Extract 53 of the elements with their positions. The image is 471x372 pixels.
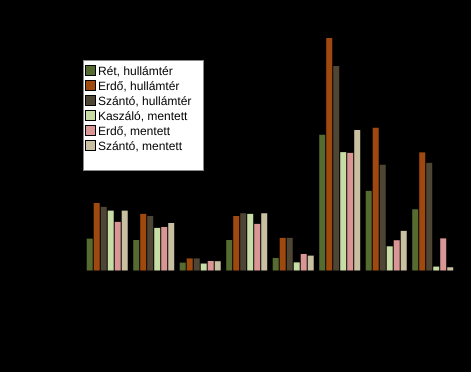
bar [319,134,326,271]
bar [208,260,214,271]
bar [340,152,346,271]
bar [280,238,286,271]
bar [108,210,114,271]
bar [440,238,446,271]
bar [294,262,300,271]
bar [400,230,407,271]
bar [261,213,268,271]
bar [254,224,260,271]
bar [412,209,418,271]
bar [186,258,193,271]
bar [286,238,293,271]
bar [394,240,400,271]
bar [180,262,186,271]
bar [114,222,121,271]
bar [200,264,207,271]
bar [133,240,140,271]
bar [154,228,160,271]
bar [194,258,200,271]
legend-label: Erdő, mentett [98,124,170,138]
legend-label: Rét, hullámtér [98,64,173,78]
bar [386,246,393,271]
bar [380,164,386,271]
bar [94,202,100,271]
bar [308,256,314,271]
bar [240,213,246,271]
bar [426,162,432,271]
bar [419,152,426,271]
bar [100,206,107,271]
legend-label: Szántó, hullámtér [98,94,192,108]
legend-label: Kaszáló, mentett [98,108,188,122]
bar [122,210,128,271]
bar [168,223,174,271]
bar [326,38,332,271]
bar [300,254,307,271]
bar [372,128,379,271]
bar [161,226,168,271]
bar [86,238,93,271]
bar [233,216,240,271]
bar [272,258,279,271]
bar [354,130,360,271]
bar [247,214,254,271]
bar [226,240,232,271]
bar [214,261,221,271]
bar [333,66,340,271]
bar [147,216,154,271]
bar [347,152,354,271]
legend-label: Erdő, hullámtér [98,78,180,92]
bar [140,214,146,271]
bar [366,190,372,271]
legend-label: Szántó, mentett [98,138,182,152]
bar [433,266,440,271]
